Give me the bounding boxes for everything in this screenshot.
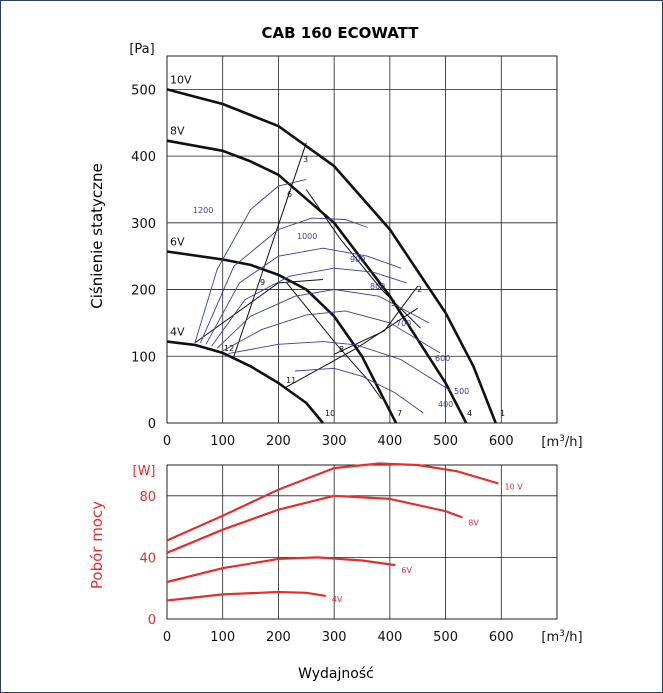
fan-curve-8V — [166, 139, 468, 424]
x-tick-label: 200 — [266, 630, 291, 645]
system-curves — [194, 142, 421, 400]
power-curve-label: 4V — [332, 595, 343, 604]
iso-power-curve — [199, 217, 368, 344]
iso-power-curve — [222, 310, 441, 354]
power-curve-4V — [166, 590, 326, 602]
iso-power-label: 900 — [350, 255, 365, 264]
iso-power-label: 1200 — [193, 206, 213, 215]
y-tick-label: 200 — [131, 284, 156, 299]
operating-point-label: 4 — [467, 409, 472, 418]
x-tick-label: 300 — [322, 630, 347, 645]
fan-curve-label: 6V — [170, 236, 185, 249]
fan-curve-label: 10V — [170, 73, 192, 86]
y-tick-label: 80 — [139, 490, 156, 505]
x-tick-label: 600 — [489, 630, 514, 645]
iso-power-label: 700 — [396, 319, 411, 328]
x-tick-label: 400 — [377, 630, 402, 645]
fan-curve-4V — [166, 340, 324, 424]
operating-point-label: 8 — [339, 345, 344, 354]
system-curve — [283, 307, 418, 389]
fan-curve-label: 8V — [170, 125, 185, 138]
iso-power-curve — [295, 367, 424, 414]
x-tick-label: 300 — [322, 434, 347, 449]
operating-point-label: 1 — [500, 409, 505, 418]
x-tick-label: 200 — [266, 434, 291, 449]
power-curve-label: 10 V — [505, 482, 524, 491]
system-curve — [233, 142, 307, 357]
power-curve-label: 6V — [401, 566, 412, 575]
power-plot-grid: 0 100 200 300 400 500 600 0 40 80 — [139, 464, 558, 645]
x-tick-label: 100 — [210, 434, 235, 449]
iso-power-curve — [205, 247, 402, 345]
bottom-x-unit: [m3/h] — [541, 629, 582, 645]
x-tick-label: 100 — [210, 630, 235, 645]
chart-title: CAB 160 ECOWATT — [262, 24, 420, 42]
y-tick-label: 0 — [148, 613, 156, 628]
iso-power-label: 600 — [435, 354, 450, 363]
pressure-plot-area — [166, 55, 558, 424]
y-tick-label: 300 — [131, 217, 156, 232]
y-tick-label: 100 — [131, 350, 156, 365]
iso-power-curve — [211, 267, 407, 347]
x-tick-label: 600 — [489, 434, 514, 449]
iso-power-label: 500 — [454, 387, 469, 396]
x-tick-label: 0 — [163, 630, 171, 645]
power-curve-8V — [166, 494, 463, 554]
operating-point-label: 2 — [417, 285, 422, 294]
operating-point-label: 10 — [325, 409, 335, 418]
operating-point-label: 7 — [397, 409, 402, 418]
power-curves — [166, 462, 499, 602]
pressure-curves: 10V 8V 6V 4V — [166, 73, 497, 424]
operating-point-label: 11 — [286, 376, 296, 385]
power-curve-6V — [166, 556, 396, 584]
x-tick-label: 500 — [433, 434, 458, 449]
y-tick-label: 0 — [148, 417, 156, 432]
y-tick-label: 400 — [131, 150, 156, 165]
iso-power-label: 400 — [438, 400, 453, 409]
y-tick-label: 500 — [131, 83, 156, 98]
x-axis-title: Wydajność — [298, 666, 374, 682]
system-curve — [305, 189, 421, 329]
fan-curve-6V — [166, 250, 398, 424]
y-tick-label: 40 — [139, 551, 156, 566]
x-tick-label: 500 — [433, 630, 458, 645]
iso-power-curve — [228, 341, 452, 392]
top-x-unit: [m3/h] — [541, 434, 582, 450]
fan-curve-label: 4V — [170, 326, 185, 339]
power-labels: 10 V 8V 6V 4V — [332, 482, 523, 603]
iso-power-label: 800 — [370, 282, 385, 291]
system-curve — [194, 279, 324, 344]
power-curve-10V — [166, 462, 499, 542]
system-curve — [333, 285, 419, 355]
operating-point-label: 12 — [224, 344, 234, 353]
operating-point-label: 5 — [391, 299, 396, 308]
iso-power-curve — [194, 178, 307, 344]
fan-curve-10V — [166, 88, 497, 424]
operating-point-label: 9 — [260, 278, 265, 287]
power-plot-area — [166, 464, 558, 620]
iso-power-curve — [216, 289, 430, 349]
operating-point-label: 3 — [303, 155, 308, 164]
power-unit: [W] — [133, 464, 156, 479]
x-tick-label: 400 — [377, 434, 402, 449]
x-tick-label: 0 — [163, 434, 171, 449]
operating-point-label: 6 — [287, 190, 292, 199]
pressure-axis-title: Ciśnienie statyczne — [88, 163, 106, 309]
power-curve-label: 8V — [468, 518, 479, 527]
pressure-unit: [Pa] — [129, 42, 154, 57]
power-axis-title: Pobór mocy — [88, 501, 106, 589]
iso-power-label: 1000 — [297, 232, 317, 241]
